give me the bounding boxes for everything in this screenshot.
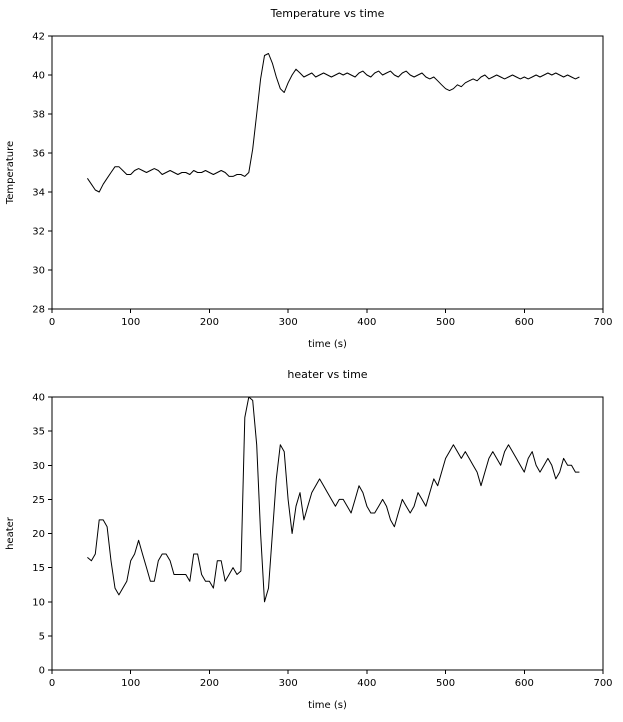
- x-tick-label: 400: [357, 678, 376, 689]
- x-axis-label: time (s): [308, 700, 347, 711]
- y-tick-label: 40: [32, 71, 45, 82]
- x-tick-label: 100: [121, 678, 140, 689]
- x-tick-label: 500: [436, 317, 455, 328]
- y-tick-label: 40: [32, 393, 45, 404]
- x-axis: 0 100 200 300 400 500 600 700: [49, 309, 613, 328]
- y-tick-label: 42: [32, 32, 45, 43]
- data-line: [87, 396, 580, 603]
- temperature-chart: Temperature vs time 0 100 200 300 400 500 600 70…: [5, 7, 613, 350]
- y-tick-label: 30: [32, 266, 45, 277]
- x-tick-label: 300: [279, 678, 298, 689]
- heater-chart: heater vs time 0 100 200 300 400 500 600 700 0 5 10…: [0, 361, 623, 722]
- y-tick-label: 25: [32, 495, 45, 506]
- plot-box: [51, 35, 604, 310]
- y-tick-label: 28: [32, 305, 45, 316]
- x-tick-label: 600: [515, 678, 534, 689]
- x-tick-label: 400: [357, 317, 376, 328]
- y-axis-label: Temperature: [5, 141, 16, 205]
- y-tick-label: 38: [32, 110, 45, 121]
- x-tick-label: 700: [593, 678, 612, 689]
- y-tick-label: 10: [32, 597, 45, 608]
- plot-box: [51, 396, 604, 671]
- x-tick-label: 100: [121, 317, 140, 328]
- y-tick-label: 15: [32, 563, 45, 574]
- y-tick-label: 36: [32, 149, 45, 160]
- y-tick-label: 32: [32, 227, 45, 238]
- y-tick-label: 34: [32, 188, 45, 199]
- y-axis: 0 5 10 15 20 25 30 35 40: [32, 393, 52, 677]
- y-axis-label: heater: [5, 516, 16, 550]
- y-tick-label: 0: [39, 666, 45, 677]
- y-tick-label: 35: [32, 427, 45, 438]
- chart-title: heater vs time: [287, 368, 367, 381]
- x-tick-label: 300: [279, 317, 298, 328]
- x-tick-label: 200: [200, 317, 219, 328]
- temperature-chart-svg: Temperature vs time 0 100 200 300 400 500 600 70…: [5, 7, 613, 350]
- x-tick-label: 200: [200, 678, 219, 689]
- x-tick-label: 500: [436, 678, 455, 689]
- y-tick-label: 20: [32, 529, 45, 540]
- y-tick-label: 30: [32, 461, 45, 472]
- x-axis: 0 100 200 300 400 500 600 700: [49, 670, 613, 689]
- heater-chart-svg: heater vs time 0 100 200 300 400 500 600 700 0 5 10…: [5, 368, 613, 711]
- y-tick-label: 5: [39, 631, 45, 642]
- data-line: [86, 53, 580, 193]
- x-tick-label: 0: [49, 317, 55, 328]
- y-axis: 28 30 32 34 36 38 40 42: [32, 32, 52, 316]
- x-tick-label: 600: [515, 317, 534, 328]
- x-axis-label: time (s): [308, 339, 347, 350]
- x-tick-label: 700: [593, 317, 612, 328]
- chart-title: Temperature vs time: [270, 7, 385, 20]
- x-tick-label: 0: [49, 678, 55, 689]
